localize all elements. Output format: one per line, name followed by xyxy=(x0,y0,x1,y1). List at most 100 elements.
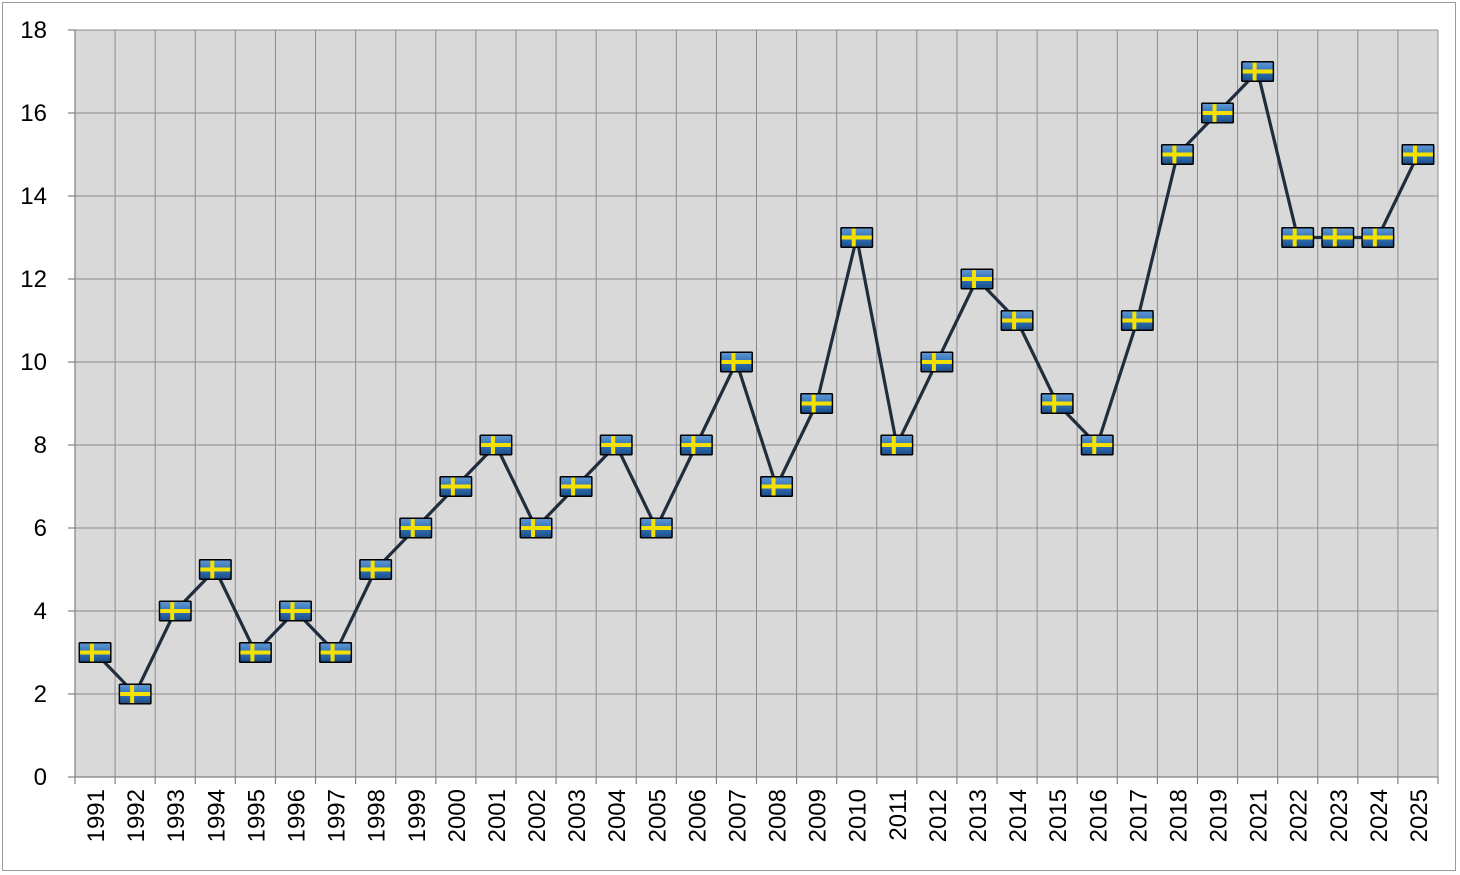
series-line-group xyxy=(93,69,1420,696)
data-point-marker xyxy=(960,268,994,290)
flag-cross-horizontal xyxy=(1322,235,1353,240)
x-tick-label: 1996 xyxy=(283,789,310,842)
data-point-marker xyxy=(1160,144,1194,165)
gridlines xyxy=(75,29,1439,777)
y-axis-tick-labels: 0 2 4 6 8 10 12 14 16 18 xyxy=(20,17,47,791)
data-point-marker xyxy=(118,683,152,705)
x-tick-label: 2010 xyxy=(845,789,872,842)
x-tick-label: 1999 xyxy=(404,789,431,842)
data-point-marker xyxy=(439,476,473,497)
flag-cross-horizontal xyxy=(200,567,231,572)
y-tick-label: 2 xyxy=(34,681,47,708)
flag-cross-horizontal xyxy=(761,484,792,489)
x-tick-label: 2012 xyxy=(925,789,952,842)
x-tick-label: 2017 xyxy=(1125,789,1152,842)
axes xyxy=(68,29,1439,784)
x-tick-label: 1992 xyxy=(123,789,150,842)
x-tick-label: 1995 xyxy=(243,789,270,842)
y-tick-label: 14 xyxy=(20,183,47,210)
x-tick-label: 2014 xyxy=(1005,789,1032,842)
flag-cross-horizontal xyxy=(961,277,992,281)
x-tick-label: 2022 xyxy=(1286,789,1313,842)
flag-cross-horizontal xyxy=(601,443,632,447)
flag-cross-horizontal xyxy=(1162,152,1193,157)
data-point-marker xyxy=(880,434,914,456)
flag-cross-horizontal xyxy=(1082,443,1113,447)
flag-cross-horizontal xyxy=(360,567,391,572)
x-tick-label: 2019 xyxy=(1206,789,1233,842)
data-point-marker xyxy=(78,642,112,663)
flag-cross-horizontal xyxy=(480,443,511,447)
x-tick-label: 2015 xyxy=(1045,789,1072,842)
data-point-marker xyxy=(1040,393,1074,414)
flag-cross-horizontal xyxy=(120,692,151,696)
flag-cross-horizontal xyxy=(841,235,872,240)
flag-cross-horizontal xyxy=(721,360,752,364)
data-point-marker xyxy=(679,434,713,456)
flag-cross-horizontal xyxy=(1282,235,1313,240)
data-point-marker xyxy=(1080,434,1114,456)
x-tick-label: 1998 xyxy=(364,789,391,842)
data-point-marker xyxy=(599,434,633,456)
data-point-marker xyxy=(800,393,834,414)
y-tick-label: 6 xyxy=(34,515,47,542)
x-tick-label: 2008 xyxy=(765,789,792,842)
data-point-marker xyxy=(158,600,192,622)
data-point-marker xyxy=(760,476,794,497)
x-tick-label: 2003 xyxy=(564,789,591,842)
flag-cross-horizontal xyxy=(400,526,431,530)
flag-cross-horizontal xyxy=(561,484,592,489)
x-tick-label: 2025 xyxy=(1406,789,1433,842)
x-tick-label: 2000 xyxy=(444,789,471,842)
x-tick-label: 2018 xyxy=(1165,789,1192,842)
x-tick-label: 1994 xyxy=(203,789,230,842)
data-point-marker xyxy=(1321,227,1355,248)
x-tick-label: 2016 xyxy=(1085,789,1112,842)
series-markers xyxy=(78,61,1435,705)
flag-cross-horizontal xyxy=(160,609,191,613)
flag-cross-horizontal xyxy=(1362,235,1393,240)
data-point-marker xyxy=(359,559,393,580)
x-tick-label: 1997 xyxy=(324,789,351,842)
data-point-marker xyxy=(278,600,312,622)
x-tick-label: 2013 xyxy=(965,789,992,842)
flag-cross-horizontal xyxy=(320,650,351,655)
x-tick-label: 2002 xyxy=(524,789,551,842)
flag-cross-horizontal xyxy=(280,609,311,613)
flag-cross-horizontal xyxy=(681,443,712,447)
x-tick-label: 2006 xyxy=(684,789,711,842)
y-tick-label: 12 xyxy=(20,266,47,293)
x-tick-label: 2021 xyxy=(1246,789,1273,842)
x-tick-label: 1991 xyxy=(83,789,110,842)
data-point-marker xyxy=(399,517,433,539)
series-line xyxy=(93,69,1420,696)
flag-cross-horizontal xyxy=(1402,152,1433,157)
x-tick-label: 2004 xyxy=(604,789,631,842)
data-point-marker xyxy=(1361,227,1395,248)
data-point-marker xyxy=(1281,227,1315,248)
x-axis-tick-labels: 1991 1992 1993 1994 1995 1996 1997 1998 1999 2000… xyxy=(83,789,1433,842)
data-point-marker xyxy=(198,559,232,580)
data-point-marker xyxy=(840,227,874,248)
x-tick-label: 2023 xyxy=(1326,789,1353,842)
y-tick-label: 0 xyxy=(34,764,47,791)
flag-cross-horizontal xyxy=(80,650,111,655)
x-tick-label: 2024 xyxy=(1366,789,1393,842)
data-point-marker xyxy=(1241,61,1275,82)
flag-cross-horizontal xyxy=(641,526,672,530)
x-tick-label: 2001 xyxy=(484,789,511,842)
data-point-marker xyxy=(1401,144,1435,165)
flag-cross-horizontal xyxy=(921,360,952,364)
y-tick-label: 16 xyxy=(20,100,47,127)
flag-cross-horizontal xyxy=(801,401,832,406)
flag-cross-horizontal xyxy=(1042,401,1073,406)
data-point-marker xyxy=(479,434,513,456)
data-point-marker xyxy=(559,476,593,497)
flag-cross-horizontal xyxy=(1202,111,1233,115)
data-point-marker xyxy=(1120,310,1154,331)
data-point-marker xyxy=(319,642,353,663)
data-point-marker xyxy=(1201,102,1235,124)
x-tick-label: 2007 xyxy=(724,789,751,842)
x-tick-label: 2005 xyxy=(644,789,671,842)
